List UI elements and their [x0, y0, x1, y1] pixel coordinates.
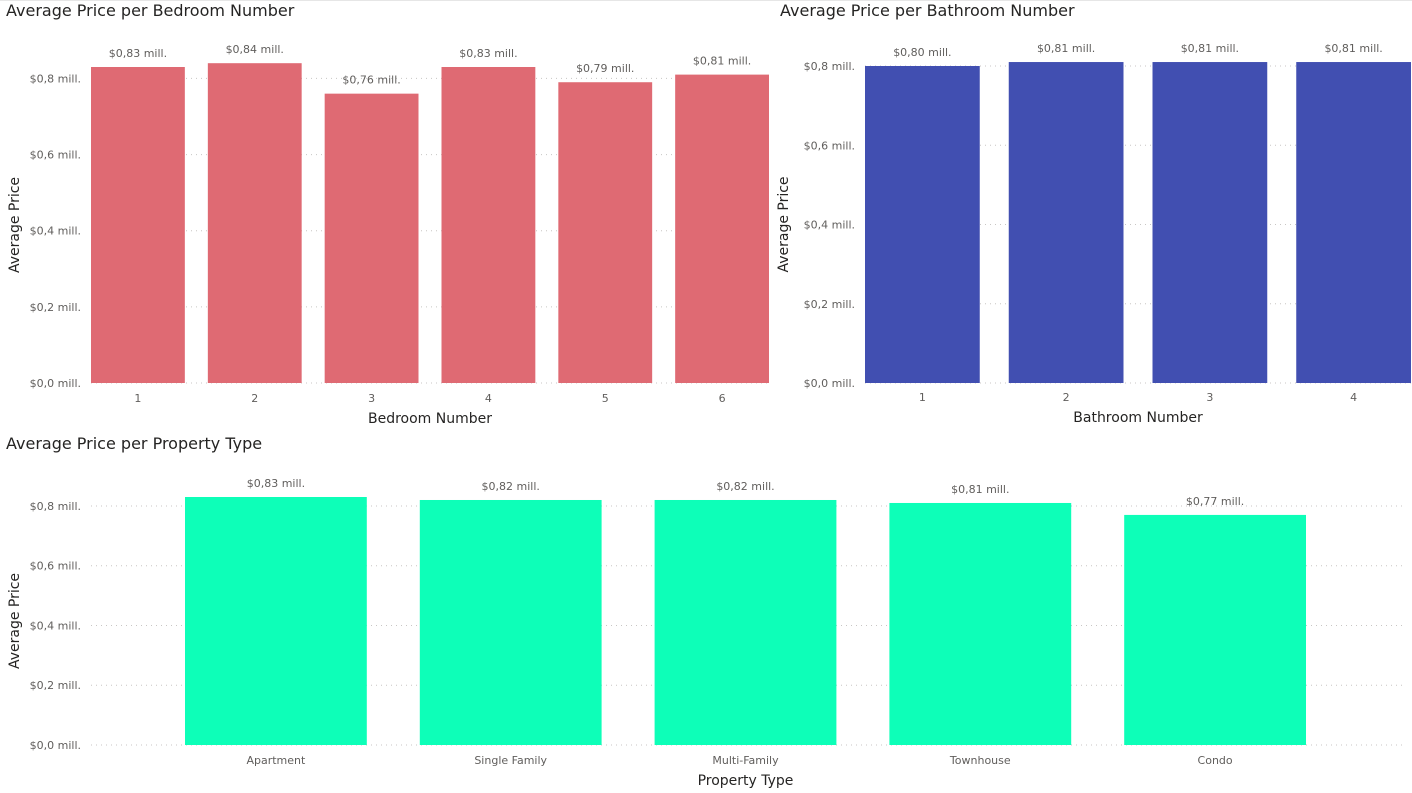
x-tick-label: 4: [485, 392, 492, 405]
x-tick-label: Condo: [1198, 754, 1233, 767]
property-type-bar-chart: $0,0 mill. $0,2 mill. $0,4 mill. $0,6 mill.…: [7, 477, 1406, 789]
data-label: $0,77 mill.: [1186, 495, 1244, 508]
bathroom-chart-panel: Average Price per Bathroom Number $0,0 m…: [776, 0, 1412, 430]
bar[interactable]: [207, 63, 302, 383]
data-label: $0,84 mill.: [226, 43, 284, 56]
data-label: $0,80 mill.: [893, 46, 951, 59]
y-tick-label: $0,2 mill.: [804, 298, 855, 311]
bar[interactable]: [1124, 514, 1306, 745]
data-label: $0,81 mill.: [951, 483, 1009, 496]
property-type-chart-panel: Average Price per Property Type $0,0 mil…: [0, 430, 1412, 793]
bar[interactable]: [185, 497, 367, 745]
bar[interactable]: [889, 502, 1072, 745]
y-tick-label: $0,6 mill.: [30, 560, 81, 573]
bar[interactable]: [558, 82, 653, 383]
y-axis-title: Average Price: [7, 177, 23, 273]
data-label: $0,83 mill.: [247, 477, 305, 490]
y-tick-label: $0,4 mill.: [30, 225, 81, 238]
y-tick-label: $0,8 mill.: [30, 500, 81, 513]
data-label: $0,81 mill.: [1324, 42, 1382, 55]
x-tick-label: 1: [134, 392, 141, 405]
bathroom-bar-chart: $0,0 mill. $0,2 mill. $0,4 mill. $0,6 mill.…: [776, 42, 1411, 426]
data-label: $0,81 mill.: [693, 55, 751, 68]
data-label: $0,82 mill.: [482, 480, 540, 493]
y-tick-label: $0,0 mill.: [30, 739, 81, 752]
bar[interactable]: [1008, 62, 1124, 383]
y-axis-title: Average Price: [7, 573, 23, 669]
x-tick-label: 3: [1206, 391, 1213, 404]
y-tick-label: $0,4 mill.: [30, 619, 81, 632]
data-label: $0,83 mill.: [109, 47, 167, 60]
bedroom-bar-chart: $0,0 mill. $0,2 mill. $0,4 mill. $0,6 mill.…: [7, 43, 769, 427]
y-axis-title: Average Price: [776, 176, 792, 272]
x-tick-label: 5: [602, 392, 609, 405]
bar[interactable]: [441, 67, 536, 383]
x-tick-label: 2: [251, 392, 258, 405]
bar[interactable]: [1296, 62, 1411, 383]
x-tick-label: 4: [1350, 391, 1357, 404]
chart-title: Average Price per Bedroom Number: [6, 1, 295, 20]
y-tick-label: $0,4 mill.: [804, 219, 855, 232]
data-label: $0,81 mill.: [1037, 42, 1095, 55]
data-label: $0,76 mill.: [342, 74, 400, 87]
bar[interactable]: [419, 499, 602, 745]
bar[interactable]: [1152, 62, 1268, 383]
y-tick-label: $0,0 mill.: [30, 377, 81, 390]
data-label: $0,81 mill.: [1181, 42, 1239, 55]
y-tick-label: $0,8 mill.: [804, 60, 855, 73]
y-tick-label: $0,2 mill.: [30, 679, 81, 692]
x-tick-label: Apartment: [246, 754, 306, 767]
x-axis-title: Bedroom Number: [368, 411, 492, 427]
x-axis-title: Property Type: [698, 773, 794, 789]
x-axis-title: Bathroom Number: [1073, 410, 1203, 426]
x-tick-label: 3: [368, 392, 375, 405]
chart-title: Average Price per Bathroom Number: [780, 1, 1075, 20]
data-label: $0,82 mill.: [716, 480, 774, 493]
x-tick-label: Townhouse: [949, 754, 1011, 767]
bar[interactable]: [654, 499, 837, 745]
x-tick-label: Multi-Family: [712, 754, 779, 767]
x-tick-label: 2: [1063, 391, 1070, 404]
bar[interactable]: [865, 66, 980, 383]
y-tick-label: $0,8 mill.: [30, 72, 81, 85]
y-tick-label: $0,2 mill.: [30, 301, 81, 314]
x-tick-label: 6: [719, 392, 726, 405]
x-tick-label: Single Family: [474, 754, 547, 767]
y-tick-label: $0,6 mill.: [30, 149, 81, 162]
x-tick-label: 1: [919, 391, 926, 404]
y-tick-label: $0,0 mill.: [804, 377, 855, 390]
bar[interactable]: [675, 74, 769, 384]
y-tick-label: $0,6 mill.: [804, 139, 855, 152]
data-label: $0,83 mill.: [459, 47, 517, 60]
bedroom-chart-panel: Average Price per Bedroom Number $0,0 mi…: [0, 0, 776, 430]
bar[interactable]: [91, 67, 185, 383]
top-border: [0, 0, 1412, 1]
data-label: $0,79 mill.: [576, 62, 634, 75]
chart-title: Average Price per Property Type: [6, 434, 263, 453]
bar[interactable]: [324, 93, 419, 383]
